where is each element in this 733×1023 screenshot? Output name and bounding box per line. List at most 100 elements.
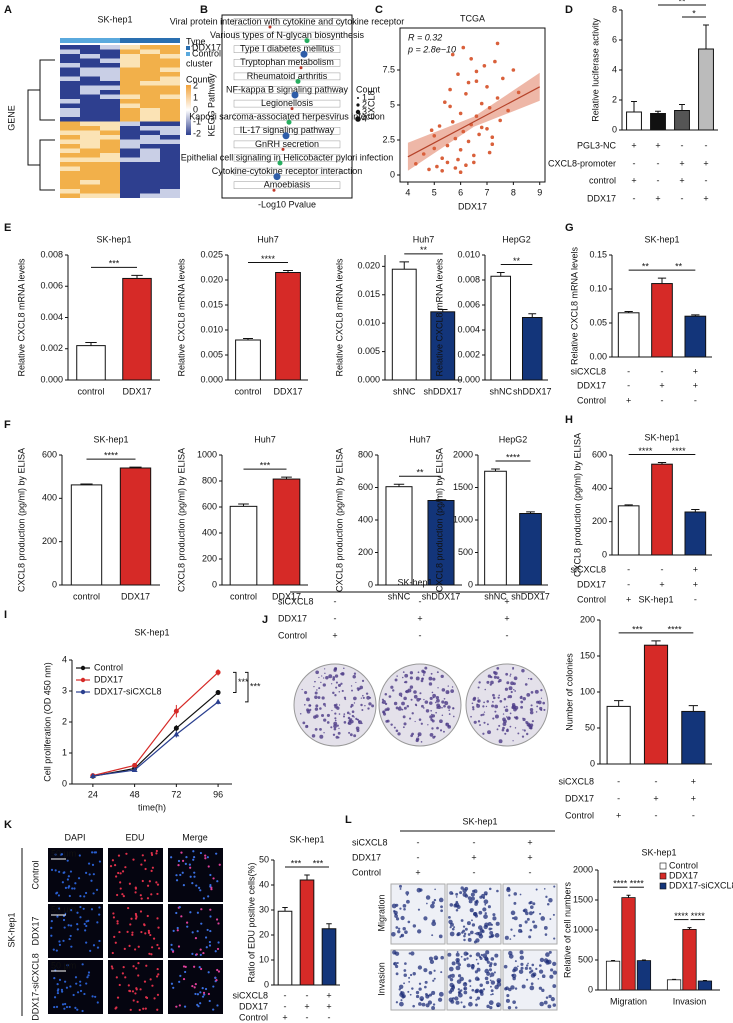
- cell: [526, 978, 529, 981]
- cell: [400, 999, 403, 1002]
- cell: [87, 974, 90, 977]
- panel-label: F: [4, 419, 11, 431]
- bar: [651, 463, 673, 556]
- colony: [381, 702, 383, 704]
- condition-name: siCXCL8: [570, 366, 606, 376]
- colony: [431, 691, 434, 694]
- cell: [449, 891, 453, 895]
- colony: [509, 673, 512, 676]
- colony: [435, 701, 437, 704]
- cell: [191, 882, 194, 885]
- cell: [143, 859, 147, 862]
- cell: [478, 910, 483, 915]
- cell: [93, 851, 96, 854]
- cell: [155, 852, 158, 855]
- heatmap-cell: [140, 117, 160, 122]
- x-tick-label: DDX17: [272, 591, 301, 601]
- cell: [182, 884, 185, 887]
- cell: [68, 937, 71, 941]
- cell: [195, 953, 198, 956]
- bar: [277, 910, 293, 986]
- heatmap-cell: [120, 153, 140, 158]
- colony: [493, 675, 497, 679]
- error-bar: [131, 274, 143, 279]
- colony: [498, 739, 503, 744]
- cell: [145, 996, 149, 999]
- heatmap-cell: [120, 63, 140, 68]
- cell: [423, 916, 428, 921]
- condition-name: control: [589, 175, 616, 185]
- colony: [319, 707, 322, 710]
- pathway-box: [233, 72, 341, 81]
- point: [472, 160, 476, 165]
- cell: [411, 987, 414, 990]
- cell: [420, 998, 424, 1002]
- condition-sign: -: [627, 366, 630, 376]
- condition-sign: +: [703, 193, 708, 203]
- colony: [347, 722, 350, 725]
- error-bar: [614, 700, 624, 707]
- cell: [475, 958, 478, 961]
- legend-label: 2: [362, 99, 367, 109]
- colony: [397, 732, 401, 736]
- cell: [90, 908, 94, 911]
- cell: [214, 976, 217, 979]
- colony: [445, 690, 450, 695]
- colorbar-tick: 0: [193, 104, 198, 114]
- point: [487, 150, 492, 155]
- legend-title: Count: [356, 84, 381, 94]
- cell: [85, 924, 88, 928]
- sig-label: ***: [109, 259, 120, 269]
- cell: [215, 918, 219, 921]
- heatmap-cell: [160, 112, 180, 117]
- cell: [144, 1007, 147, 1010]
- heatmap-cell: [100, 171, 120, 176]
- condition-sign: -: [661, 366, 664, 376]
- cell: [193, 965, 196, 968]
- colony: [319, 727, 322, 731]
- cell: [50, 920, 53, 923]
- cell: [506, 994, 510, 998]
- colony: [429, 696, 433, 701]
- condition-sign: -: [627, 380, 630, 390]
- y-tick-label: 400: [358, 514, 373, 524]
- heatmap-cell: [60, 58, 80, 63]
- cell: [214, 950, 217, 953]
- heatmap-cell: [80, 117, 100, 122]
- condition-sign: +: [626, 594, 631, 604]
- pathway-label: Kaposi sarcoma-associated herpesvirus in…: [189, 112, 385, 122]
- colony: [477, 686, 480, 689]
- heatmap-cell: [80, 153, 100, 158]
- cell: [150, 853, 154, 856]
- condition-sign: -: [419, 630, 422, 640]
- y-tick-label: 200: [580, 614, 595, 624]
- heatmap-cell: [140, 157, 160, 162]
- cell: [144, 867, 147, 871]
- colony: [314, 691, 318, 695]
- cell: [150, 953, 153, 956]
- cell: [410, 951, 415, 956]
- colony: [540, 689, 543, 692]
- cell: [61, 990, 64, 993]
- cell: [535, 888, 538, 891]
- cell: [528, 971, 532, 974]
- cell: [64, 886, 68, 889]
- x-tick-label: 5: [432, 187, 437, 197]
- cell: [492, 913, 496, 917]
- point: [440, 169, 444, 173]
- cell: [513, 966, 518, 972]
- colony: [365, 692, 369, 695]
- colony: [353, 702, 356, 704]
- cell: [471, 988, 475, 992]
- point: [215, 669, 221, 675]
- cell: [182, 965, 186, 968]
- condition-sign: +: [703, 158, 708, 168]
- cell: [418, 982, 422, 985]
- colony: [432, 736, 435, 739]
- colony: [330, 683, 333, 685]
- heatmap-cell: [160, 49, 180, 54]
- cell: [79, 984, 82, 987]
- cell: [451, 927, 455, 931]
- cell: [109, 865, 113, 868]
- colony: [497, 696, 500, 699]
